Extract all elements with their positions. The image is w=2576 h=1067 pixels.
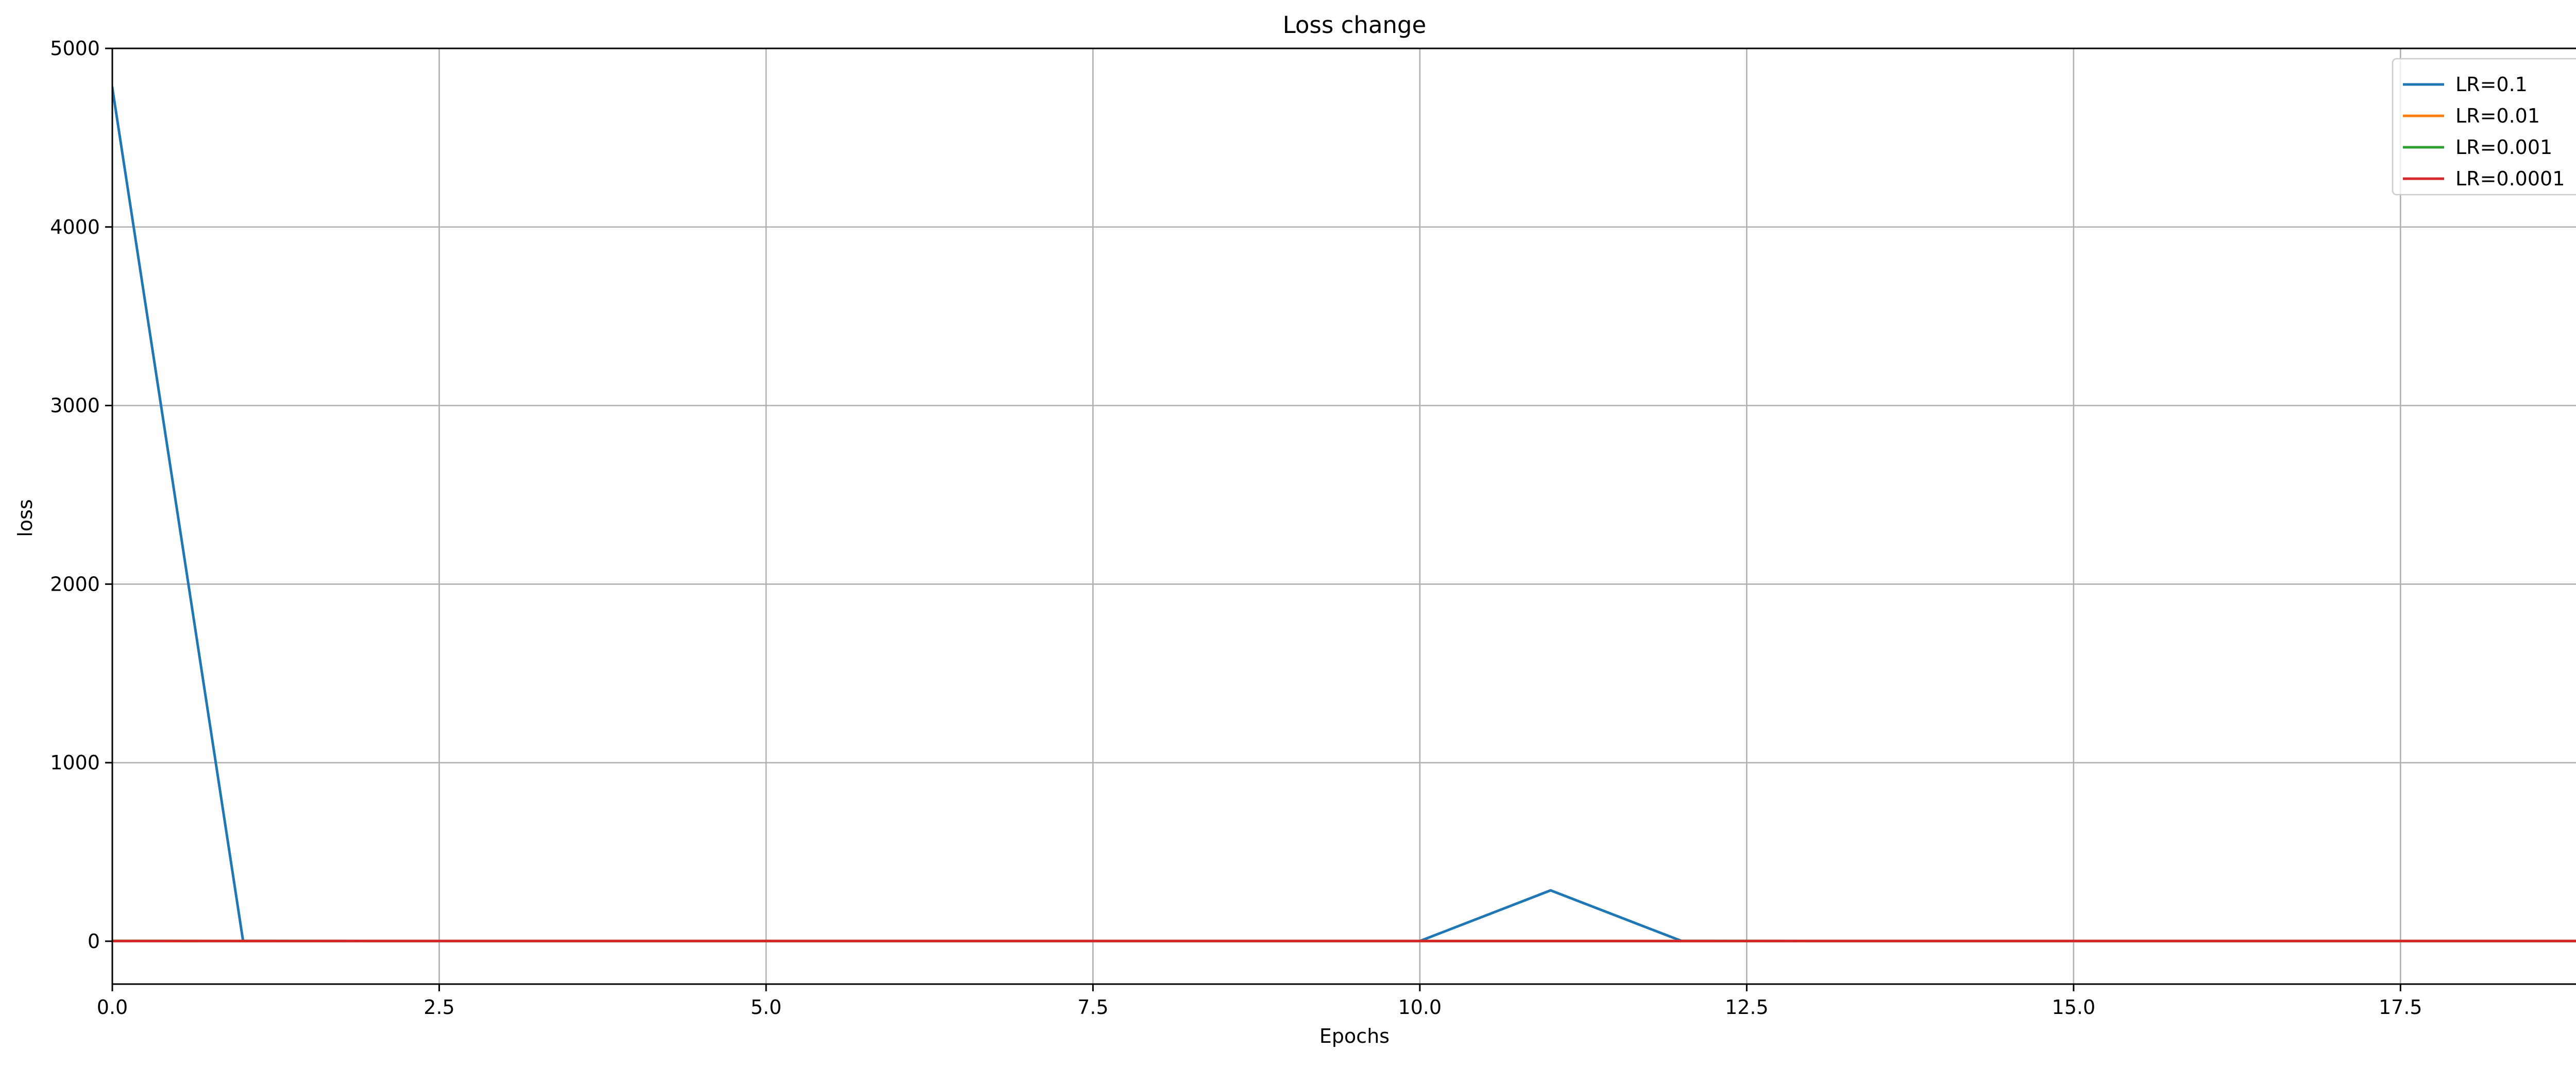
x-tick-label: 2.5 [423,996,454,1019]
x-axis-label: Epochs [1319,1025,1389,1047]
legend: LR=0.1 LR=0.01 LR=0.001 LR=0.0001 [2393,59,2576,195]
x-tick-label: 5.0 [751,996,782,1019]
x-tick-label: 15.0 [2052,996,2096,1019]
y-tick-label: 5000 [50,37,100,60]
y-tick-label: 2000 [50,573,100,595]
y-tick-label: 1000 [50,751,100,774]
x-tick-label: 10.0 [1398,996,1442,1019]
chart-title: Loss change [1283,11,1427,39]
legend-label: LR=0.1 [2455,73,2528,96]
x-tick-label: 7.5 [1077,996,1108,1019]
x-tick-label: 12.5 [1725,996,1769,1019]
legend-label: LR=0.0001 [2455,167,2565,190]
legend-label: LR=0.001 [2455,136,2552,159]
x-tick-label: 0.0 [97,996,128,1019]
y-tick-label: 4000 [50,216,100,238]
y-tick-label: 3000 [50,394,100,417]
y-axis-label: loss [14,499,37,537]
x-tick-label: 17.5 [2379,996,2422,1019]
legend-label: LR=0.01 [2455,105,2540,127]
y-tick-label: 0 [88,930,100,953]
